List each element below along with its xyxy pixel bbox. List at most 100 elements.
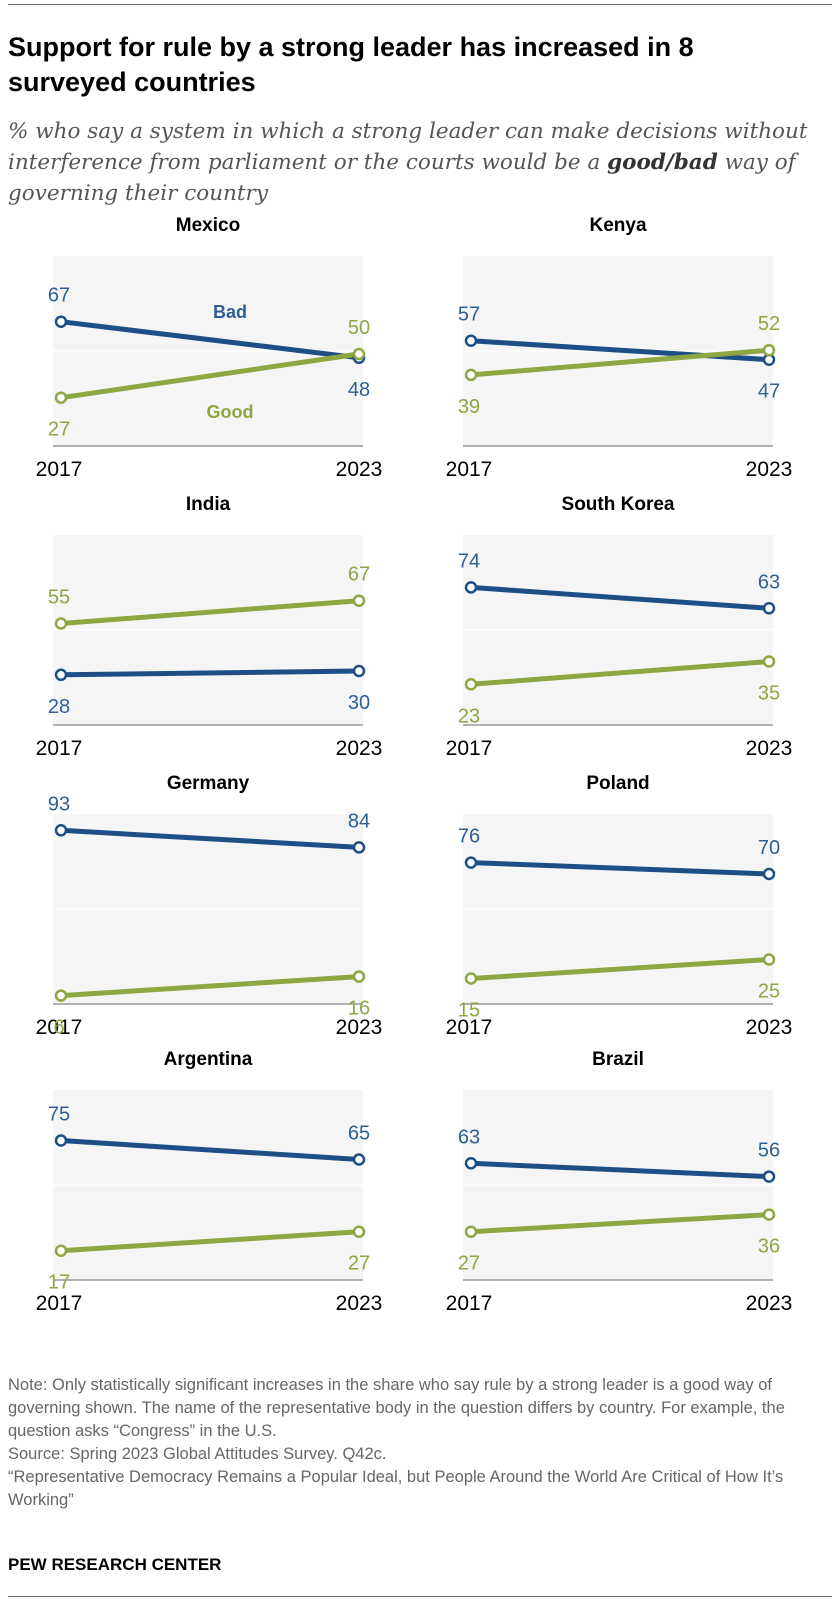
- data-label-bad: 30: [348, 692, 370, 714]
- series-line-good: [58, 351, 362, 401]
- series-line-good: [468, 1212, 772, 1235]
- subtitle-text: % who say a system in which a strong lea…: [8, 119, 808, 175]
- data-point-good: [54, 391, 68, 404]
- data-label-bad: 28: [48, 696, 70, 718]
- data-point-bad: [54, 824, 68, 837]
- data-point-good: [464, 1225, 478, 1238]
- data-point-good: [54, 1244, 68, 1257]
- data-point-bad: [762, 867, 776, 881]
- data-label-good: 6: [53, 1017, 64, 1039]
- data-point-good: [352, 347, 366, 361]
- x-tick-label: 2017: [446, 1016, 493, 1039]
- subtitle-emphasis: good/bad: [607, 150, 718, 175]
- x-tick-label: 2017: [36, 737, 83, 760]
- line-chart: 2017 2023 63 27 56 36: [446, 1090, 792, 1315]
- data-point-good: [464, 972, 478, 985]
- x-tick-label: 2023: [336, 458, 383, 481]
- panel-brazil: Brazil 2017 2023 63 27 56 36: [418, 1049, 808, 1326]
- data-label-good: 36: [758, 1236, 780, 1258]
- data-label-bad: 67: [48, 285, 70, 307]
- data-label-good: 55: [48, 587, 70, 609]
- panel-mexico: Mexico 2017 2023 67 27 48 50 Bad Good: [8, 215, 398, 492]
- top-rule: [8, 4, 832, 5]
- series-line-bad: [468, 584, 772, 611]
- data-label-good: 15: [458, 1000, 480, 1022]
- chart-subtitle: % who say a system in which a strong lea…: [8, 116, 828, 209]
- data-label-bad: 76: [458, 826, 480, 848]
- line-chart: 2017 2023 74 23 63 35: [446, 535, 793, 760]
- panel-poland: Poland 2017 2023 76 15 70 25: [418, 773, 808, 1050]
- series-line-good: [58, 1229, 362, 1254]
- data-point-good: [54, 617, 68, 630]
- data-point-good: [464, 368, 478, 382]
- data-label-good: 35: [758, 683, 780, 705]
- panel-title: Poland: [586, 773, 650, 794]
- data-label-bad: 70: [758, 837, 780, 859]
- x-tick-label: 2023: [336, 1016, 383, 1039]
- data-point-bad: [352, 841, 366, 854]
- data-point-good: [464, 678, 478, 691]
- x-tick-label: 2017: [446, 1292, 493, 1315]
- data-label-good: 50: [348, 317, 370, 339]
- series-line-bad: [58, 668, 362, 678]
- x-tick-label: 2023: [336, 737, 383, 760]
- data-point-bad: [54, 315, 68, 328]
- series-line-bad: [58, 1138, 362, 1162]
- data-label-good: 27: [348, 1253, 370, 1275]
- x-tick-label: 2017: [36, 458, 83, 481]
- panel-title: Brazil: [592, 1049, 644, 1070]
- x-tick-label: 2023: [746, 458, 793, 481]
- data-label-good: 17: [48, 1272, 70, 1294]
- data-point-good: [54, 989, 68, 1002]
- panel-south-korea: South Korea 2017 2023 74 23 63 35: [418, 494, 808, 771]
- line-chart: 2017 2023 28 55 30 67: [36, 535, 383, 760]
- series-line-good: [468, 659, 772, 687]
- data-point-good: [762, 1208, 776, 1221]
- data-label-bad: 47: [758, 381, 780, 403]
- series-line-good: [468, 957, 772, 981]
- data-label-good: 27: [48, 419, 70, 441]
- panel-india: India 2017 2023 28 55 30 67: [8, 494, 398, 771]
- panel-title: Argentina: [163, 1049, 253, 1070]
- data-label-bad: 84: [348, 810, 370, 832]
- data-label-bad: 63: [758, 571, 780, 593]
- data-point-good: [352, 1225, 366, 1238]
- series-line-bad: [468, 860, 772, 877]
- chart-footer: Note: Only statistically significant inc…: [8, 1374, 832, 1512]
- x-tick-label: 2023: [746, 737, 793, 760]
- data-point-bad: [54, 668, 68, 682]
- data-label-bad: 48: [348, 379, 370, 401]
- data-label-bad: 57: [458, 304, 480, 326]
- data-label-good: 39: [458, 396, 480, 418]
- line-chart: 2017 2023 93 6 84 16: [36, 793, 383, 1039]
- x-tick-label: 2017: [446, 458, 493, 481]
- panel-title: Mexico: [175, 215, 241, 236]
- series-line-bad: [58, 319, 362, 361]
- data-point-bad: [464, 856, 478, 869]
- line-chart: 2017 2023 76 15 70 25: [446, 814, 792, 1039]
- panel-title: South Korea: [561, 494, 675, 515]
- data-label-good: 25: [758, 981, 780, 1003]
- data-label-bad: 74: [458, 550, 480, 572]
- line-chart: 2017 2023 75 17 65 27: [36, 1090, 383, 1315]
- chart-title: Support for rule by a strong leader has …: [8, 32, 694, 97]
- data-point-good: [352, 970, 366, 983]
- x-tick-label: 2023: [336, 1292, 383, 1315]
- x-tick-label: 2017: [36, 1016, 83, 1039]
- data-point-bad: [762, 1170, 776, 1183]
- data-label-good: 16: [348, 998, 370, 1020]
- footer-report: “Representative Democracy Remains a Popu…: [8, 1468, 784, 1509]
- line-chart: 2017 2023 67 27 48 50 Bad Good: [36, 256, 383, 481]
- series-line-good: [58, 974, 362, 999]
- panel-title: India: [185, 494, 231, 515]
- data-point-bad: [464, 581, 478, 594]
- line-chart: 2017 2023 57 39 47 52: [446, 256, 793, 481]
- series-name-good: Good: [207, 402, 254, 422]
- panel-title: Kenya: [589, 215, 647, 236]
- series-line-good: [58, 598, 362, 626]
- footer-note: Note: Only statistically significant inc…: [8, 1376, 785, 1440]
- data-label-bad: 93: [48, 793, 70, 815]
- panel-germany: Germany 2017 2023 93 6 84 16: [8, 773, 398, 1050]
- panel-title: Germany: [166, 773, 250, 794]
- series-name-bad: Bad: [213, 302, 247, 322]
